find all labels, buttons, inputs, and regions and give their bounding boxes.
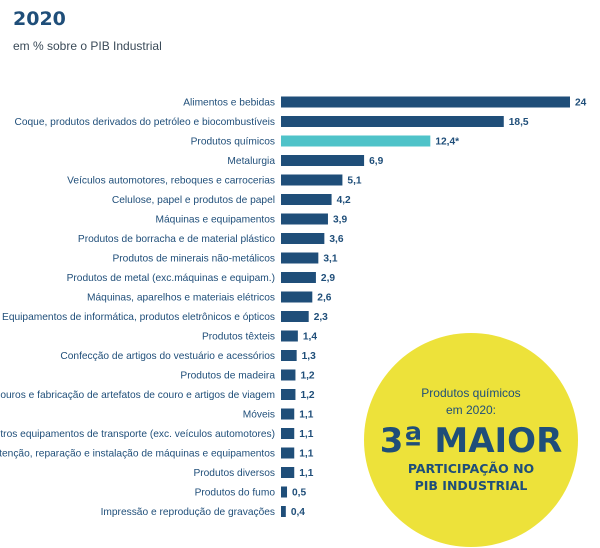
category-label: Máquinas, aparelhos e materiais elétrico… [87,293,275,304]
bar [281,96,570,108]
bar [281,389,296,400]
category-label: Produtos diversos [193,468,275,479]
value-label: 12,4* [435,137,459,148]
bar [281,408,295,420]
category-label: Produtos químicos [191,137,275,148]
category-label: Prep. de couros e fabricação de artefato… [0,390,275,401]
bar [281,447,295,459]
value-label: 1,2 [300,390,314,401]
bar [281,194,332,205]
bar [281,311,309,322]
category-label: Veículos automotores, reboques e carroce… [67,176,275,187]
category-label: Celulose, papel e produtos de papel [112,195,275,206]
category-label: Alimentos e bebidas [183,98,275,109]
value-label: 18,5 [509,117,529,128]
bar [281,486,288,498]
bar [281,135,431,147]
category-label: Confecção de artigos do vestuário e aces… [60,351,275,362]
value-label: 1,1 [299,468,313,479]
category-label: Outros equipamentos de transporte (exc. … [0,429,275,440]
value-label: 3,6 [329,234,343,245]
bar [281,116,504,127]
value-label: 6,9 [369,156,383,167]
category-label: Produtos de borracha e de material plást… [78,234,275,245]
value-label: 5,1 [347,176,361,187]
bar [281,291,313,303]
bar [281,155,365,166]
value-label: 3,1 [323,254,337,265]
chart-title: 2020 [13,8,66,30]
value-label: 2,3 [314,312,328,323]
value-label: 1,1 [299,449,313,460]
bar [281,428,295,439]
callout-big-text: 3ª MAIOR [380,421,563,461]
value-label: 4,2 [337,195,351,206]
category-label: Móveis [243,410,275,421]
bar [281,467,295,478]
bar [281,252,319,264]
category-label: Produtos de madeira [180,371,275,382]
category-label: Manutenção, reparação e instalação de má… [0,449,275,460]
category-label: Máquinas e equipamentos [156,215,276,226]
callout-line3: PARTICIPAÇÃO NO [408,461,534,476]
category-label: Produtos de metal (exc.máquinas e equipa… [67,273,275,284]
category-label: Equipamentos de informática, produtos el… [2,312,275,323]
bar [281,233,325,244]
bar [281,369,296,381]
callout-badge: Produtos químicos em 2020: 3ª MAIOR PART… [364,333,578,547]
chart-subtitle: em % sobre o PIB Industrial [13,39,162,53]
category-label: Coque, produtos derivados do petróleo e … [14,117,275,128]
bar [281,213,328,225]
bar [281,350,297,361]
value-label: 1,4 [303,332,317,343]
bar [281,330,298,342]
value-label: 0,4 [291,507,305,518]
category-label: Produtos de minerais não-metálicos [112,254,275,265]
value-label: 2,6 [317,293,331,304]
value-label: 2,9 [321,273,335,284]
value-label: 1,3 [302,351,316,362]
value-label: 24 [575,98,587,109]
callout-line4: PIB INDUSTRIAL [415,478,528,493]
value-label: 1,1 [299,410,313,421]
callout-line1: Produtos químicos [421,386,520,400]
bar [281,506,286,517]
bar [281,174,343,186]
callout-line2: em 2020: [446,403,496,417]
value-label: 1,1 [299,429,313,440]
category-label: Impressão e reprodução de gravações [101,507,275,518]
value-label: 1,2 [300,371,314,382]
category-label: Produtos têxteis [202,332,275,343]
bar [281,272,316,283]
category-label: Produtos do fumo [195,488,276,499]
bars-group: Alimentos e bebidas 24 Coque, produtos der… [0,96,587,518]
category-label: Metalurgia [227,156,275,167]
value-label: 0,5 [292,488,306,499]
callout-circle [364,333,578,547]
value-label: 3,9 [333,215,347,226]
